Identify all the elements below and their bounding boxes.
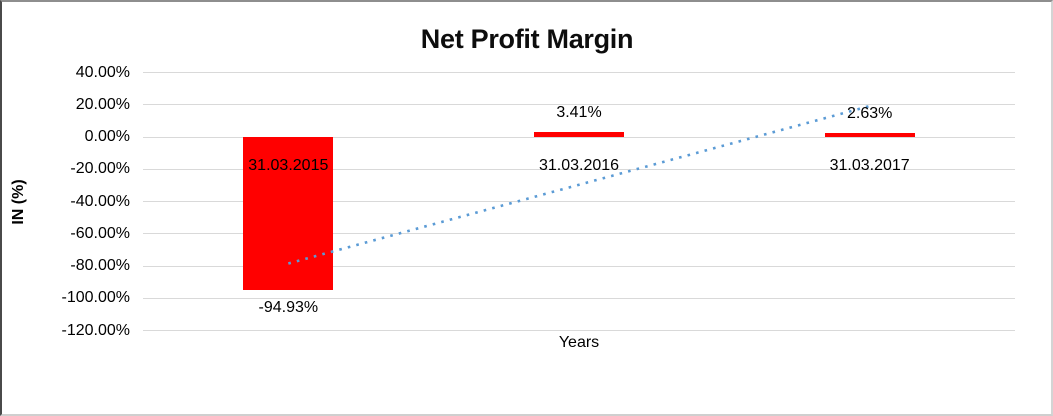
y-tick-label: 0.00% [84, 128, 130, 146]
category-label: 31.03.2015 [248, 157, 329, 174]
gridline [143, 104, 1015, 106]
data-label: 2.63% [846, 104, 893, 122]
y-tick-label: -100.00% [61, 289, 131, 307]
category-label: 31.03.2017 [829, 157, 910, 174]
trendline [287, 104, 871, 265]
bar-31.03.2017 [824, 132, 915, 138]
category-label: 31.03.2016 [538, 157, 620, 174]
gridline [143, 297, 1015, 299]
x-axis-title: Years [558, 334, 600, 351]
y-axis-title: IN (%) [10, 179, 27, 225]
y-tick-label: -40.00% [70, 192, 130, 210]
gridline [143, 330, 1015, 332]
y-tick-label: -60.00% [70, 224, 130, 242]
y-tick-label: 20.00% [75, 95, 130, 113]
gridline [143, 265, 1015, 267]
gridline [143, 72, 1015, 73]
y-tick-label: -20.00% [70, 160, 130, 178]
chart-title: Net Profit Margin [420, 24, 634, 54]
data-label: -94.93% [258, 299, 319, 317]
bar-31.03.2016 [534, 131, 624, 138]
y-tick-label: 40.00% [75, 63, 130, 81]
y-tick-label: -120.00% [61, 321, 131, 339]
data-label: 3.41% [556, 103, 602, 121]
y-tick-label: -80.00% [70, 257, 130, 275]
